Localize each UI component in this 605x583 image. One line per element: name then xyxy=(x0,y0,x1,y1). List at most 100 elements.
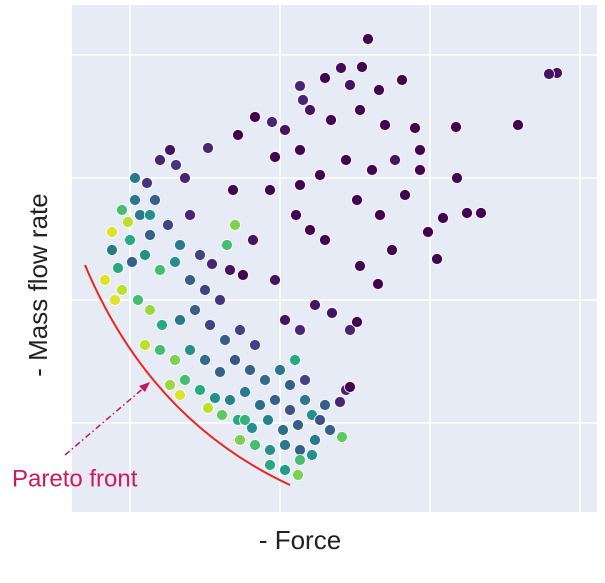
point xyxy=(229,354,241,366)
point xyxy=(116,284,128,296)
point xyxy=(294,144,306,156)
point xyxy=(279,314,291,326)
point xyxy=(249,439,261,451)
x-axis-label: - Force xyxy=(259,525,341,555)
point xyxy=(379,119,391,131)
point xyxy=(174,314,186,326)
points xyxy=(99,33,563,481)
point xyxy=(169,354,181,366)
pareto-curve xyxy=(84,264,291,486)
point xyxy=(162,219,174,231)
point xyxy=(414,144,426,156)
point xyxy=(450,121,462,133)
point xyxy=(184,209,196,221)
point xyxy=(204,319,216,331)
point xyxy=(299,374,311,386)
point xyxy=(154,154,166,166)
point xyxy=(219,334,231,346)
point xyxy=(309,299,321,311)
point xyxy=(124,234,136,246)
point xyxy=(174,389,186,401)
point xyxy=(129,172,141,184)
point xyxy=(247,234,259,246)
point xyxy=(304,224,316,236)
point xyxy=(141,177,153,189)
point xyxy=(374,209,386,221)
point xyxy=(431,253,443,265)
point xyxy=(106,244,118,256)
point xyxy=(326,307,338,319)
point xyxy=(344,324,356,336)
point xyxy=(372,278,384,290)
point xyxy=(184,274,196,286)
point xyxy=(351,316,363,328)
annotation: Pareto front xyxy=(12,465,138,492)
point xyxy=(106,226,118,238)
arrow-head xyxy=(139,382,150,392)
point xyxy=(209,392,221,404)
annotation-arrow xyxy=(64,385,147,456)
point xyxy=(290,209,302,221)
point xyxy=(184,344,196,356)
grid xyxy=(72,5,597,512)
point xyxy=(154,344,166,356)
point xyxy=(227,184,239,196)
point xyxy=(221,239,233,251)
point xyxy=(179,172,191,184)
point xyxy=(174,239,186,251)
point xyxy=(543,68,555,80)
point xyxy=(269,394,281,406)
point xyxy=(264,444,276,456)
point xyxy=(199,354,211,366)
point xyxy=(294,324,306,336)
point xyxy=(274,364,286,376)
y-axis-label: - Mass flow rate xyxy=(23,193,53,377)
point xyxy=(206,258,218,270)
point xyxy=(139,339,151,351)
point xyxy=(396,74,408,86)
point xyxy=(309,434,321,446)
point xyxy=(144,229,156,241)
point xyxy=(294,444,306,456)
point xyxy=(354,104,366,116)
point xyxy=(216,409,228,421)
point xyxy=(234,324,246,336)
point xyxy=(366,164,378,176)
point xyxy=(262,414,274,426)
point xyxy=(304,104,316,116)
point xyxy=(237,269,249,281)
point xyxy=(389,154,401,166)
point xyxy=(244,364,256,376)
point xyxy=(373,84,385,96)
point xyxy=(164,379,176,391)
point xyxy=(144,209,156,221)
point xyxy=(129,194,141,206)
point xyxy=(344,79,356,91)
point xyxy=(269,151,281,163)
point xyxy=(112,262,124,274)
point xyxy=(409,122,421,134)
point xyxy=(289,354,301,366)
point xyxy=(139,249,151,261)
point xyxy=(164,144,176,156)
point xyxy=(259,374,271,386)
point xyxy=(414,164,426,176)
point xyxy=(461,207,473,219)
point xyxy=(306,449,318,461)
point xyxy=(399,189,411,201)
point xyxy=(437,212,449,224)
point xyxy=(109,294,121,306)
point xyxy=(132,294,144,306)
point xyxy=(335,62,347,74)
point xyxy=(336,431,348,443)
point xyxy=(214,366,226,378)
point xyxy=(229,219,241,231)
point xyxy=(354,260,366,272)
point xyxy=(126,256,138,268)
point xyxy=(269,274,281,286)
point xyxy=(249,339,261,351)
point xyxy=(351,194,363,206)
point xyxy=(254,399,266,411)
